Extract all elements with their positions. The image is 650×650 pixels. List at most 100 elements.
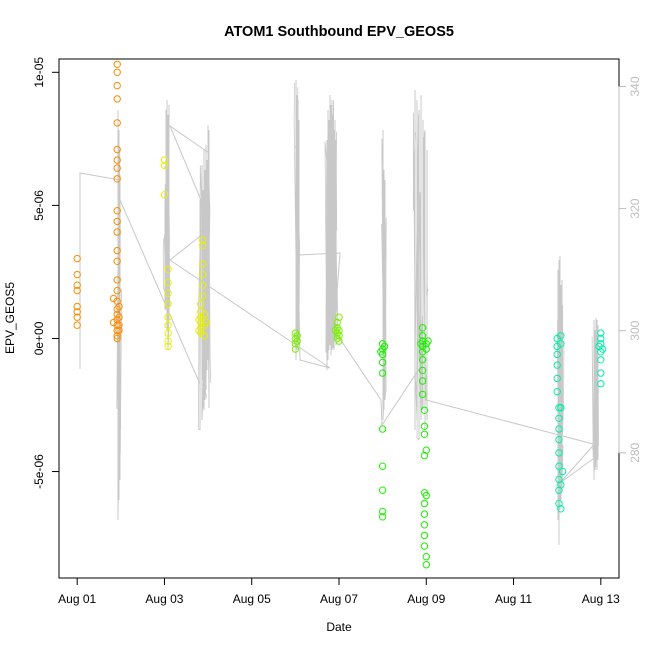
data-point bbox=[73, 254, 81, 263]
data-point bbox=[555, 435, 563, 444]
data-point bbox=[598, 345, 607, 353]
series-5 bbox=[553, 329, 607, 513]
x-tick-label: Aug 09 bbox=[407, 592, 445, 606]
data-point bbox=[420, 406, 429, 414]
data-point bbox=[553, 388, 561, 396]
data-point bbox=[113, 228, 121, 236]
trace-segment bbox=[426, 274, 429, 421]
series-2 bbox=[160, 156, 211, 351]
data-point bbox=[73, 308, 81, 316]
data-point bbox=[293, 332, 301, 340]
data-point bbox=[420, 430, 429, 438]
data-point bbox=[555, 499, 563, 508]
data-point bbox=[293, 337, 301, 345]
y-axis: 1e-05 5e-06 0e+00 -5e-06 bbox=[32, 57, 60, 489]
data-point bbox=[73, 321, 81, 329]
data-point bbox=[113, 276, 121, 284]
trace-segment bbox=[295, 129, 300, 341]
data-point bbox=[422, 561, 430, 569]
data-point bbox=[198, 241, 207, 250]
data-point bbox=[422, 345, 430, 353]
data-point bbox=[198, 260, 207, 268]
data-point bbox=[164, 337, 172, 345]
data-point bbox=[378, 486, 387, 494]
data-point bbox=[113, 175, 121, 183]
data-point bbox=[113, 68, 121, 77]
data-point bbox=[555, 475, 563, 484]
series-4 bbox=[377, 324, 432, 569]
data-point bbox=[557, 505, 565, 513]
data-point bbox=[557, 404, 565, 412]
data-point bbox=[160, 161, 169, 170]
right-tick-label: 280 bbox=[628, 442, 642, 462]
trace-segment bbox=[557, 319, 560, 546]
data-point bbox=[557, 481, 565, 489]
data-point bbox=[335, 326, 343, 335]
data-point bbox=[597, 334, 605, 343]
data-point bbox=[200, 310, 209, 319]
data-point bbox=[164, 321, 172, 329]
data-point bbox=[420, 531, 429, 540]
data-point bbox=[378, 513, 387, 521]
data-point bbox=[555, 462, 563, 470]
trace-segment bbox=[382, 217, 387, 401]
data-point bbox=[422, 491, 430, 500]
data-point bbox=[424, 337, 432, 345]
data-point bbox=[164, 265, 172, 273]
data-point bbox=[333, 318, 341, 327]
data-point bbox=[553, 361, 561, 369]
x-tick-label: Aug 05 bbox=[233, 592, 271, 606]
data-point bbox=[418, 332, 427, 340]
x-axis: Aug 01 Aug 03 Aug 05 Aug 07 Aug 09 Aug 11 Aug … bbox=[58, 577, 620, 606]
data-point bbox=[113, 217, 121, 226]
data-point bbox=[113, 156, 121, 164]
trace-segment bbox=[333, 155, 339, 346]
data-point bbox=[113, 81, 121, 90]
data-point bbox=[335, 337, 343, 345]
data-point bbox=[558, 467, 567, 476]
trace-segment bbox=[296, 181, 301, 346]
trace-segment bbox=[119, 288, 122, 481]
data-point bbox=[597, 369, 605, 377]
data-point bbox=[420, 451, 429, 460]
data-point bbox=[164, 313, 172, 321]
trace-segment bbox=[197, 231, 201, 431]
data-point bbox=[418, 377, 427, 385]
data-point bbox=[378, 358, 387, 367]
data-point bbox=[420, 499, 429, 508]
trace-segment bbox=[206, 150, 212, 409]
data-point bbox=[291, 345, 300, 353]
data-point bbox=[418, 356, 427, 364]
data-point bbox=[113, 207, 121, 215]
data-point bbox=[597, 329, 605, 337]
data-point bbox=[164, 278, 172, 287]
data-point bbox=[555, 449, 563, 457]
data-point bbox=[420, 422, 429, 430]
data-point bbox=[553, 350, 561, 359]
trace-segment bbox=[166, 153, 170, 351]
data-point bbox=[380, 342, 389, 351]
data-point bbox=[195, 326, 203, 335]
data-points bbox=[73, 60, 607, 569]
data-point bbox=[73, 270, 81, 279]
data-point bbox=[378, 507, 387, 516]
data-point bbox=[113, 60, 121, 69]
right-tick-label: 320 bbox=[628, 198, 642, 218]
data-point bbox=[115, 326, 123, 335]
trace-segment bbox=[421, 132, 425, 411]
plot-frame bbox=[58, 58, 620, 579]
data-point bbox=[198, 281, 207, 289]
trace-connector bbox=[79, 124, 599, 521]
data-point bbox=[113, 119, 121, 127]
data-point bbox=[597, 380, 605, 388]
data-point bbox=[553, 374, 561, 383]
data-point bbox=[378, 425, 387, 433]
x-tick-label: Aug 01 bbox=[58, 592, 96, 606]
data-point bbox=[335, 313, 343, 321]
data-point bbox=[73, 302, 81, 311]
trace-segment bbox=[412, 112, 416, 431]
right-axis: 280 300 320 340 bbox=[618, 76, 642, 463]
data-point bbox=[113, 145, 121, 154]
data-point bbox=[422, 446, 430, 454]
